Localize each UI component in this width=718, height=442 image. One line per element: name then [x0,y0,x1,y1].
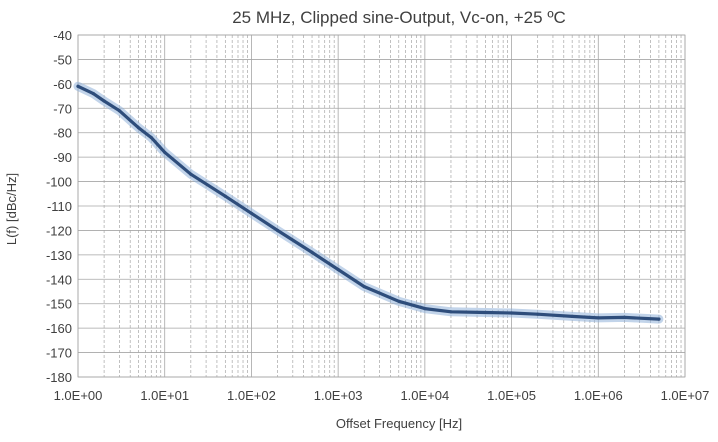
y-tick-label: -70 [53,101,72,116]
chart-title: 25 MHz, Clipped sine-Output, Vc-on, +25 … [232,8,566,27]
series-point [623,316,626,319]
series-point [510,311,513,314]
y-tick-label: -130 [46,248,72,263]
x-tick-label: 1.0E+02 [227,388,276,403]
series-point [189,173,192,176]
y-tick-label: -140 [46,272,72,287]
y-tick-label: -40 [53,28,72,43]
x-tick-label: 1.0E+01 [140,388,189,403]
series-point [76,85,79,88]
y-tick-label: -80 [53,126,72,141]
series-point [571,315,574,318]
series-point [163,151,166,154]
series-point [250,212,253,215]
series-point [363,285,366,288]
x-tick-label: 1.0E+00 [54,388,103,403]
y-tick-label: -150 [46,297,72,312]
series-point [310,251,313,254]
series-point [397,300,400,303]
x-tick-label: 1.0E+05 [487,388,536,403]
series-point [118,109,121,112]
series-point [92,92,95,95]
y-tick-label: -60 [53,77,72,92]
y-tick-label: -50 [53,52,72,67]
x-tick-label: 1.0E+04 [400,388,449,403]
series-point [449,310,452,313]
y-tick-label: -110 [47,199,72,214]
series-point [597,316,600,319]
series-point [103,99,106,102]
series-point [224,195,227,198]
series-point [423,307,426,310]
grid-layer [78,35,685,377]
series-point [484,311,487,314]
y-tick-label: -160 [46,321,72,336]
series-point [137,126,140,129]
x-tick-label: 1.0E+03 [314,388,363,403]
series-point [337,268,340,271]
series-point [150,136,153,139]
y-tick-label: -120 [46,223,72,238]
series-point [657,318,660,321]
x-tick-label: 1.0E+07 [661,388,710,403]
y-axis-label: L(f) [dBc/Hz] [4,173,19,245]
x-tick-label: 1.0E+06 [574,388,623,403]
y-tick-label: -100 [46,175,72,190]
x-axis-label: Offset Frequency [Hz] [336,416,462,431]
series-point [536,313,539,316]
series-point [276,229,279,232]
y-tick-label: -90 [53,150,72,165]
y-tick-label: -180 [46,370,72,385]
y-tick-label: -170 [46,346,72,361]
